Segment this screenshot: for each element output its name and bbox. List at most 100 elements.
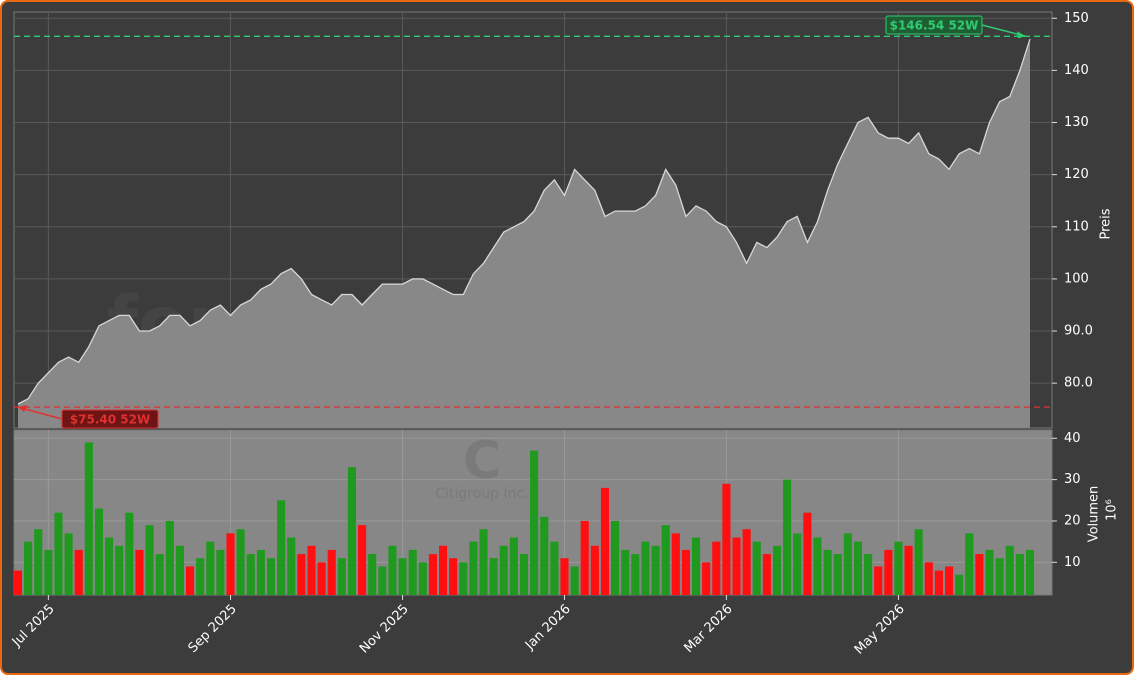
volume-bar <box>418 562 427 595</box>
volume-bar <box>661 525 670 595</box>
x-tick-label: Nov 2025 <box>357 602 412 657</box>
volume-bar <box>175 545 184 595</box>
volume-bar <box>934 570 943 595</box>
volume-bar <box>894 541 903 595</box>
x-tick-label: Jan 2026 <box>522 602 574 654</box>
price-axis-label: Preis <box>1099 208 1114 239</box>
annotation-arrow <box>17 406 63 420</box>
volume-bar <box>216 549 225 595</box>
volume-bar <box>54 512 63 595</box>
y-tick-label: 100 <box>1064 271 1089 286</box>
volume-bar <box>236 529 245 595</box>
volume-bar <box>368 554 377 595</box>
arrow-head <box>1017 31 1026 39</box>
volume-bar <box>135 549 144 595</box>
company: Citigroup Inc. <box>435 486 528 502</box>
volume-bar <box>337 558 346 595</box>
volume-bar <box>115 545 124 595</box>
volume-bar <box>853 541 863 595</box>
volume-bar <box>530 450 539 595</box>
y-tick-label: 140 <box>1064 63 1089 78</box>
volume-bar <box>1025 549 1035 595</box>
volume-bar <box>74 549 83 595</box>
volume-bar <box>519 554 529 595</box>
volume-bar <box>772 545 782 595</box>
symbol: C <box>463 431 501 491</box>
volume-unit: 10⁶ <box>1105 499 1120 521</box>
y-tick-label: 30 <box>1064 472 1081 487</box>
volume-bar <box>752 541 761 595</box>
volume-bar <box>449 558 458 595</box>
volume-bar <box>600 487 610 595</box>
y-tick-label: 80.0 <box>1064 376 1093 391</box>
volume-bar <box>13 570 23 595</box>
volume-bar <box>975 554 984 595</box>
volume-bar <box>1015 554 1024 595</box>
volume-bar <box>317 562 326 595</box>
volume-bar <box>884 549 893 595</box>
volume-bar <box>307 545 316 595</box>
volume-bar <box>955 574 964 595</box>
y-tick-label: 40 <box>1064 431 1081 446</box>
volume-bar <box>641 541 650 595</box>
volume-bar <box>246 554 255 595</box>
volume-bar <box>762 554 771 595</box>
volume-bar <box>459 562 468 595</box>
volume-bar <box>297 554 306 595</box>
volume-bar <box>155 554 164 595</box>
volume-bar <box>44 549 53 595</box>
annotation-box <box>885 15 983 35</box>
volume-bar <box>904 545 913 595</box>
price-area <box>18 39 1030 428</box>
volume-bar <box>388 545 397 595</box>
volume-bar <box>408 549 417 595</box>
volume-bar <box>864 554 873 595</box>
annotation-label: $75.40 52W <box>70 413 150 427</box>
volume-bar <box>651 545 660 595</box>
y-tick-label: 10 <box>1064 555 1081 570</box>
annotation-box <box>61 409 159 429</box>
y-tick-label: 130 <box>1064 115 1089 130</box>
volume-bar <box>196 558 205 595</box>
volume-bar <box>783 479 792 595</box>
volume-bar <box>1005 545 1014 595</box>
volume-bar <box>378 566 387 595</box>
y-tick-label: 90.0 <box>1064 324 1093 339</box>
volume-bar <box>722 483 731 595</box>
volume-bar <box>266 558 276 595</box>
volume-bar <box>499 545 508 595</box>
annotation-label: $146.54 52W <box>890 19 979 33</box>
volume-bar <box>944 566 954 595</box>
volume-bar <box>540 516 549 595</box>
volume-bar <box>732 537 741 595</box>
volume-bar <box>550 541 559 595</box>
y-tick-label: 20 <box>1064 513 1081 528</box>
volume-bar <box>64 533 73 595</box>
volume-bar <box>287 537 296 595</box>
volume-bar <box>631 554 640 595</box>
volume-bar <box>671 533 680 595</box>
volume-bar <box>145 525 154 595</box>
arrow-head <box>18 405 27 413</box>
volume-bar <box>813 537 822 595</box>
volume-bar <box>914 529 923 595</box>
volume-bar <box>479 529 488 595</box>
price-line <box>17 38 1031 405</box>
volume-bar <box>621 549 630 595</box>
volume-bar <box>924 562 933 595</box>
y-tick-label: 110 <box>1064 219 1089 234</box>
volume-bar <box>691 537 701 595</box>
volume-bar <box>570 566 579 595</box>
volume-bar <box>347 467 357 595</box>
y-tick-label: 120 <box>1064 167 1089 182</box>
volume-bar <box>226 533 235 595</box>
volume-bar <box>742 529 751 595</box>
volume-bar <box>185 566 195 595</box>
volume-bar <box>398 558 407 595</box>
volume-bar <box>256 549 265 595</box>
volume-bar <box>509 537 518 595</box>
volume-bar <box>125 512 134 595</box>
volume-bar <box>489 558 498 595</box>
